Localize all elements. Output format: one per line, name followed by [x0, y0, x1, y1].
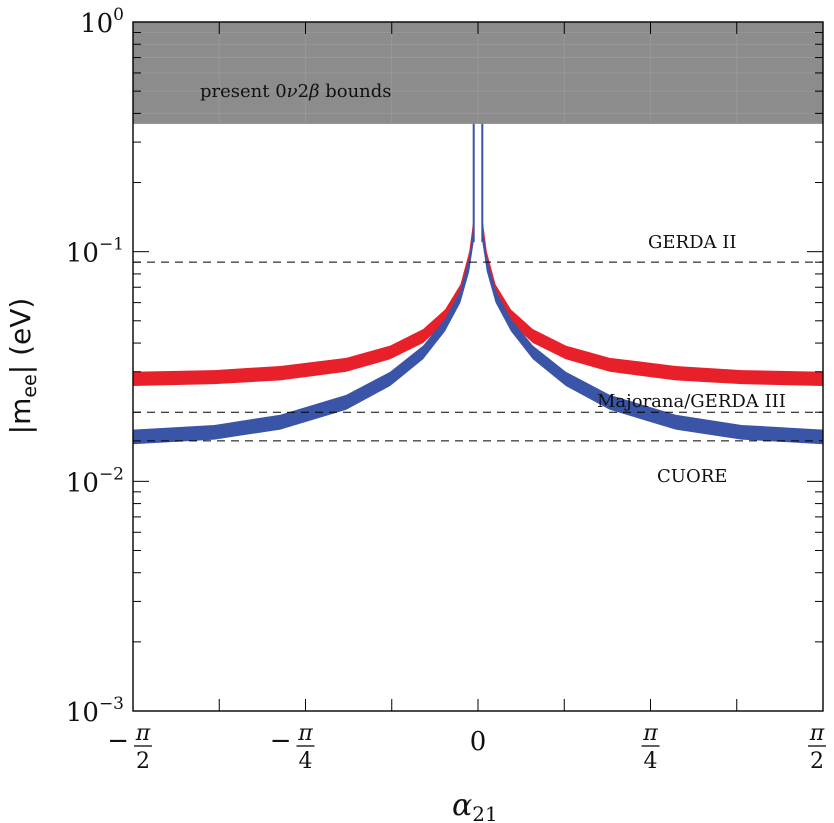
band-0-left: [133, 218, 474, 387]
y-axis-label: |mee| (eV): [4, 298, 41, 435]
x-tick-sign: −: [270, 726, 292, 756]
label-majorana-gerda-iii: Majorana/GERDA III: [597, 391, 786, 412]
x-tick-numerator: π: [297, 721, 313, 746]
x-tick-denominator: 4: [299, 749, 313, 774]
label-gerda-ii: GERDA II: [648, 232, 736, 253]
label-cuore: CUORE: [657, 466, 727, 487]
x-axis-label: α21: [452, 788, 498, 823]
x-tick-numerator: π: [809, 721, 825, 746]
excluded-region: [132, 22, 823, 124]
y-tick-label: 10−1: [66, 235, 124, 269]
x-tick-denominator: 4: [644, 749, 658, 774]
x-tick-sign: −: [107, 726, 129, 756]
y-tick-label: 10−3: [66, 694, 124, 728]
y-tick-label: 100: [80, 5, 124, 39]
x-tick-numerator: π: [642, 721, 658, 746]
plot-frame: [132, 21, 824, 712]
x-tick-label: 0: [470, 727, 487, 757]
y-tick-label: 10−2: [66, 464, 124, 498]
sensitivity-lines: [133, 261, 823, 442]
excluded-label: present 0ν2β bounds: [200, 81, 392, 102]
x-tick-denominator: 2: [810, 749, 824, 774]
x-tick-numerator: π: [135, 721, 151, 746]
x-tick-denominator: 2: [136, 749, 150, 774]
